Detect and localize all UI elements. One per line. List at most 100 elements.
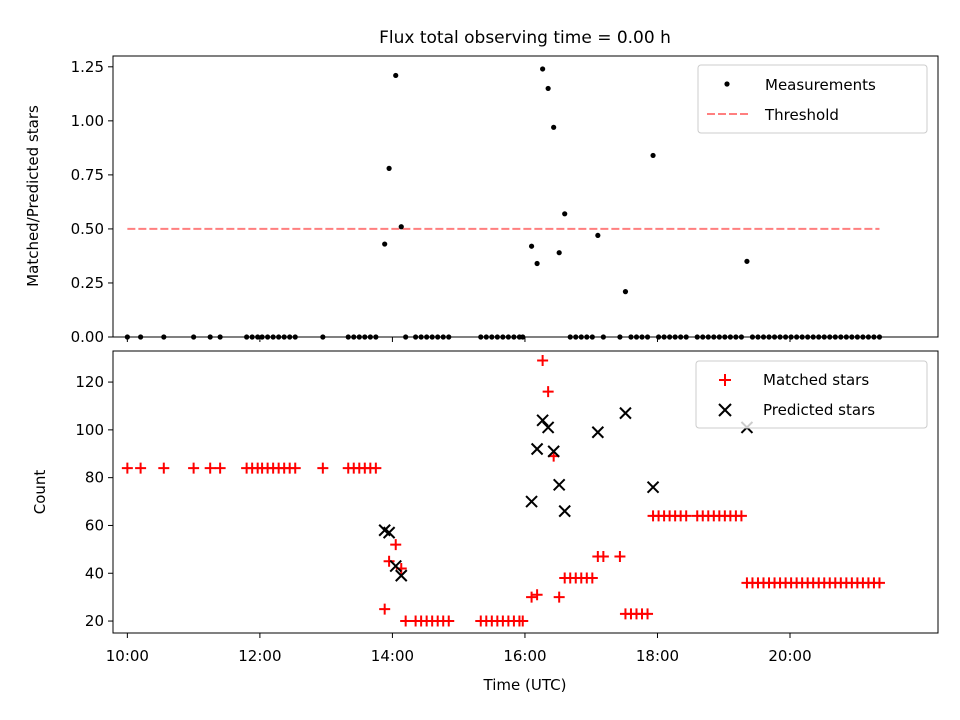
measurement-point: [292, 334, 298, 340]
measurement-point: [534, 260, 540, 267]
matched-star-point: [537, 355, 549, 367]
measurement-point: [528, 243, 535, 249]
legend-threshold-label: Threshold: [764, 106, 839, 124]
matched-star-point: [121, 462, 133, 474]
matched-star-point: [542, 386, 554, 398]
legend-predicted-marker: [718, 403, 732, 417]
top-y-tick-label: 0.00: [71, 328, 104, 346]
measurement-point: [545, 85, 551, 92]
measurement-point: [446, 334, 452, 340]
bottom-legend: Matched stars Predicted stars: [695, 360, 928, 429]
bottom-x-axis-label: Time (UTC): [483, 676, 567, 694]
predicted-star-point: [619, 406, 632, 420]
predicted-star-point: [382, 526, 396, 539]
measurement-point: [500, 334, 506, 340]
predicted-star-point: [558, 504, 571, 518]
matched-star-point: [526, 591, 538, 603]
matched-star-point: [158, 462, 170, 474]
measurement-point: [494, 334, 500, 340]
measurement-point: [633, 334, 640, 340]
predicted-star-point: [530, 442, 544, 456]
matched-star-point: [204, 462, 216, 474]
matched-star-point: [517, 615, 529, 627]
measurement-point: [771, 334, 778, 340]
matched-star-point: [873, 577, 885, 589]
bottom-x-tick-label: 12:00: [238, 647, 281, 665]
legend-measurements-marker: [724, 81, 730, 87]
bottom-chart: 20 40 60 80 100 120 10:00 12:00 14:00 16:00 18:00…: [31, 350, 939, 694]
matched-star-point: [188, 462, 200, 474]
measurement-point: [520, 334, 526, 340]
bottom-x-tick-label: 10:00: [106, 647, 149, 665]
top-y-axis-label: Matched/Predicted stars: [24, 105, 42, 287]
top-y-tick-label: 0.25: [71, 274, 104, 292]
measurement-point: [505, 334, 511, 340]
top-y-tick-label: 1.00: [71, 112, 104, 130]
measurement-point: [749, 334, 756, 340]
matched-star-point: [400, 615, 412, 627]
bottom-legend-box: [695, 360, 928, 429]
top-y-tick-label: 0.50: [71, 220, 104, 238]
top-chart: 0.00 0.25 0.50 0.75 1.00 1.25 Matched/Predict…: [24, 55, 939, 346]
measurement-point: [584, 334, 590, 340]
measurement-point: [617, 334, 623, 340]
measurement-point: [403, 334, 409, 340]
measurement-point: [345, 334, 351, 340]
matched-star-point: [214, 462, 226, 474]
measurement-point: [124, 334, 130, 340]
measurement-point: [191, 334, 197, 340]
matched-star-point: [531, 589, 543, 601]
measurement-point: [281, 334, 287, 340]
measurement-point: [511, 334, 517, 340]
measurement-point: [429, 334, 435, 340]
bottom-x-tick-label: 18:00: [636, 647, 679, 665]
bottom-y-tick-label: 80: [85, 469, 104, 487]
measurement-point: [356, 334, 362, 340]
measurement-point: [440, 334, 446, 340]
measurement-point: [489, 334, 495, 340]
predicted-star-point: [552, 478, 566, 492]
measurement-point: [244, 334, 250, 340]
bottom-y-axis-label: Count: [31, 470, 49, 515]
bottom-y-tick-label: 20: [85, 612, 104, 630]
bottom-y-tick-label: 60: [85, 516, 104, 534]
matched-star-point: [135, 462, 147, 474]
bottom-x-ticks: 10:00 12:00 14:00 16:00 18:00 20:00: [106, 633, 812, 665]
measurement-point: [810, 334, 816, 340]
measurement-point: [766, 334, 772, 340]
measurement-point: [755, 334, 761, 340]
measurement-point: [788, 334, 794, 340]
predicted-star-point: [591, 426, 605, 439]
measurement-point: [567, 334, 573, 340]
measurement-point: [694, 334, 700, 340]
top-legend-box: [697, 64, 928, 134]
legend-measurements-label: Measurements: [765, 76, 876, 94]
measurement-point: [540, 66, 546, 72]
measurement-point: [838, 334, 844, 340]
matched-star-point: [317, 462, 329, 474]
measurement-point: [799, 334, 805, 340]
measurement-point: [876, 334, 883, 340]
top-plot-marks: [124, 66, 883, 340]
matched-star-point: [680, 510, 692, 522]
measurement-point: [849, 334, 855, 340]
measurement-point: [161, 334, 167, 340]
predicted-star-point: [536, 414, 549, 427]
measurement-point: [639, 334, 645, 340]
legend-predicted-label: Predicted stars: [763, 401, 875, 419]
matched-star-point: [390, 539, 402, 551]
top-y-tick-label: 1.25: [71, 58, 104, 76]
measurement-point: [382, 241, 388, 247]
measurement-point: [424, 334, 430, 340]
matched-star-point: [553, 591, 565, 603]
measurement-point: [727, 334, 733, 340]
measurement-point: [362, 334, 368, 340]
bottom-plot-marks: [121, 355, 885, 627]
matched-star-point: [597, 551, 609, 563]
legend-matched-marker: [719, 374, 731, 386]
matched-star-point: [642, 608, 654, 620]
measurement-point: [644, 334, 651, 340]
top-x-ticks: [126, 337, 791, 342]
measurement-point: [562, 211, 568, 217]
measurement-point: [832, 334, 838, 340]
